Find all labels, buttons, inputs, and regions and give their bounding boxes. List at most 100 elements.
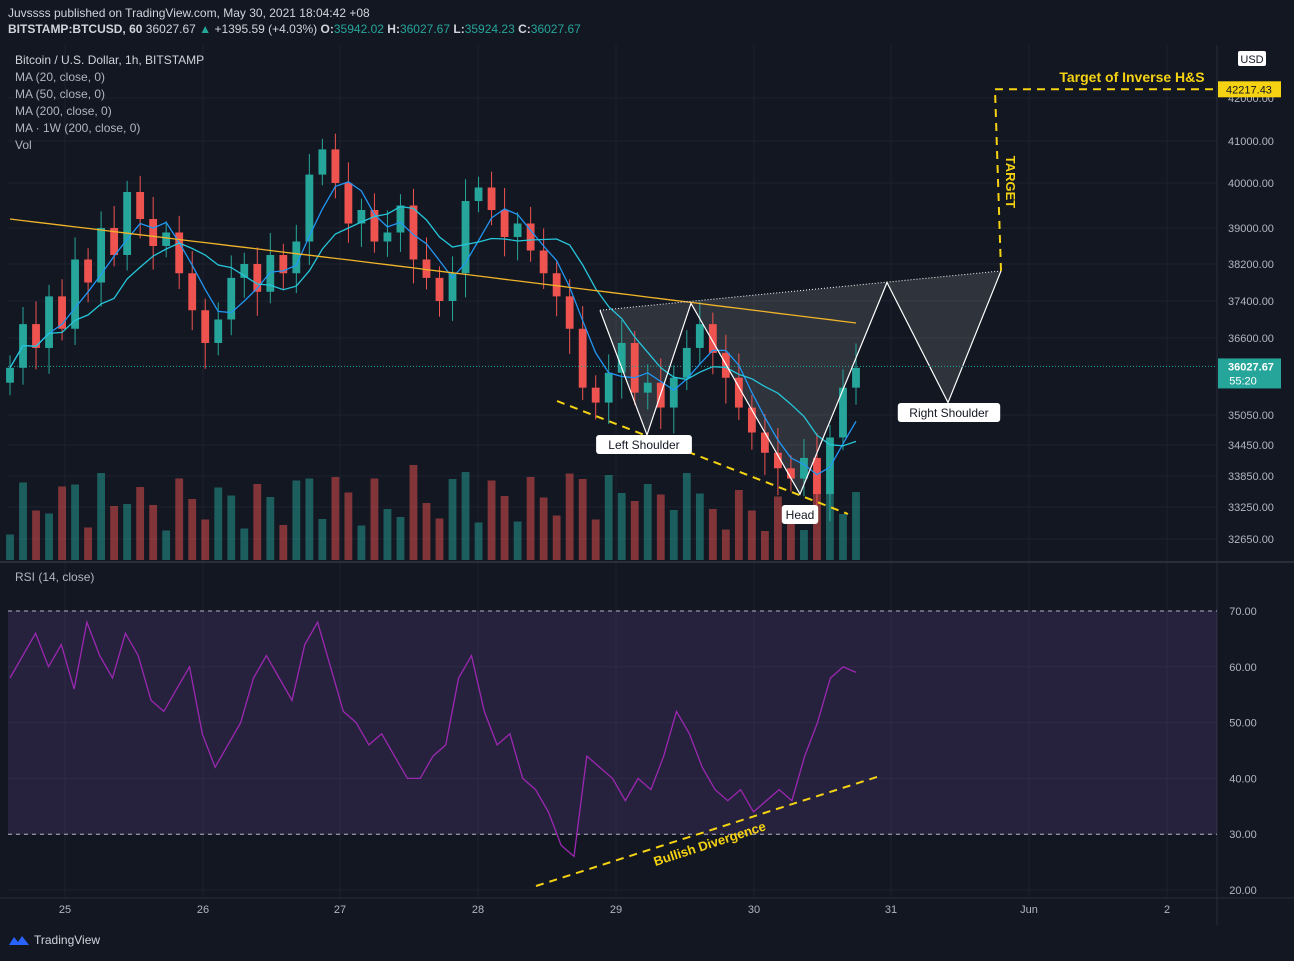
series-title[interactable]: Bitcoin / U.S. Dollar, 1h, BITSTAMP [15,53,205,67]
volume-bar [474,522,483,560]
target-price-badge [1218,81,1281,98]
volume-bar [45,513,53,560]
last-price: 36027.67 [145,22,196,36]
candle-body [474,187,483,201]
target-title-label: Target of Inverse H&S [1059,69,1204,85]
legend-ma200[interactable]: MA (200, close, 0) [15,104,112,118]
h-label: H: [387,22,400,36]
volume-bar [422,503,431,560]
volume-bar [266,497,275,560]
candle-body [84,259,92,283]
last-price-axis-label: 36027.67 [1228,361,1274,373]
volume-bar [227,495,236,560]
volume-bar [292,480,301,560]
price-tick-label: 37400.00 [1228,296,1274,308]
legend-rsi[interactable]: RSI (14, close) [15,570,95,584]
volume-bar [630,501,639,560]
candle-body [774,452,782,469]
candle-body [682,347,691,378]
candle-body [175,232,184,274]
candle-body [123,192,132,255]
volume-bar [591,519,600,560]
volume-bar [396,517,405,560]
volume-bar [279,525,288,560]
legend-vol[interactable]: Vol [15,138,32,152]
head-label-group: Head [781,505,819,524]
time-tick-label: 25 [59,904,71,916]
volume-bar [136,487,145,560]
volume-bar [800,530,808,560]
volume-bar [852,492,860,560]
candle-body [813,457,821,495]
candle-body [565,296,574,329]
candle-body [839,387,847,438]
countdown-label: 55:20 [1229,375,1257,387]
c-value: 36027.67 [530,22,581,36]
candle-body [852,367,860,388]
candle-body [240,264,249,278]
candle-body [422,259,431,278]
head-label-bg [781,505,819,524]
volume-bar [448,479,457,560]
moving-averages [9,181,857,476]
candle-body [539,250,548,274]
candle-body [32,324,40,348]
volume-bar [461,472,470,560]
target-vertical-label: TARGET [1003,156,1018,209]
left-shoulder-label-group: Left Shoulder [596,435,692,454]
target-vertical-line [994,89,1002,271]
time-tick-label: 31 [885,904,897,916]
rsi-line [9,619,857,858]
volume-bar [6,534,14,560]
rsi-tick-label: 60.00 [1229,662,1257,674]
l-label: L: [453,22,465,36]
symbol: BITSTAMP:BTCUSD, 60 [8,22,143,36]
volume-bar [71,484,79,560]
time-tick-label: 26 [197,904,209,916]
candle-body [760,432,769,453]
volume-bar [513,521,522,560]
legend-ma50[interactable]: MA (50, close, 0) [15,87,106,101]
candles [6,133,860,522]
price-tick-label: 34450.00 [1228,440,1274,452]
volume-bar [643,484,652,560]
volume-bar [669,510,678,560]
candle-body [71,259,79,329]
o-value: 35942.02 [333,22,384,36]
candle-body [370,210,379,242]
volume-bar [487,480,496,560]
candle-body [305,174,314,242]
left-shoulder-label: Left Shoulder [608,438,679,452]
volume-bar [409,465,418,560]
volume-bar [695,493,704,560]
candle-body [708,324,717,353]
price-tick-label: 40000.00 [1228,178,1274,190]
volume-bar [201,519,210,560]
candle-body [383,232,392,242]
volume-bar [318,519,327,560]
candle-body [253,264,262,292]
rsi-band [8,611,1217,835]
brand-label: TradingView [34,933,101,947]
legend-ma1w[interactable]: MA · 1W (200, close, 0) [15,121,141,135]
volume-bar [565,473,574,560]
candle-body [552,273,561,297]
candle-body [357,210,366,224]
price-tick-label: 33250.00 [1228,502,1274,514]
rsi-tick-label: 50.00 [1229,718,1257,730]
time-tick-label: 2 [1164,904,1170,916]
candle-body [227,277,236,320]
volume-bar [839,514,847,560]
volume-bar [682,473,691,560]
volume-bar [708,509,717,560]
candle-body [669,377,678,408]
volume-bar [500,496,509,560]
tradingview-logo-icon [9,936,29,945]
candle-body [591,387,600,403]
candle-body [214,319,223,343]
legend-ma20[interactable]: MA (20, close, 0) [15,70,106,84]
right-shoulder-label: Right Shoulder [909,406,988,420]
tradingview-brand[interactable]: TradingView [8,933,100,947]
volume-bar [253,484,262,560]
